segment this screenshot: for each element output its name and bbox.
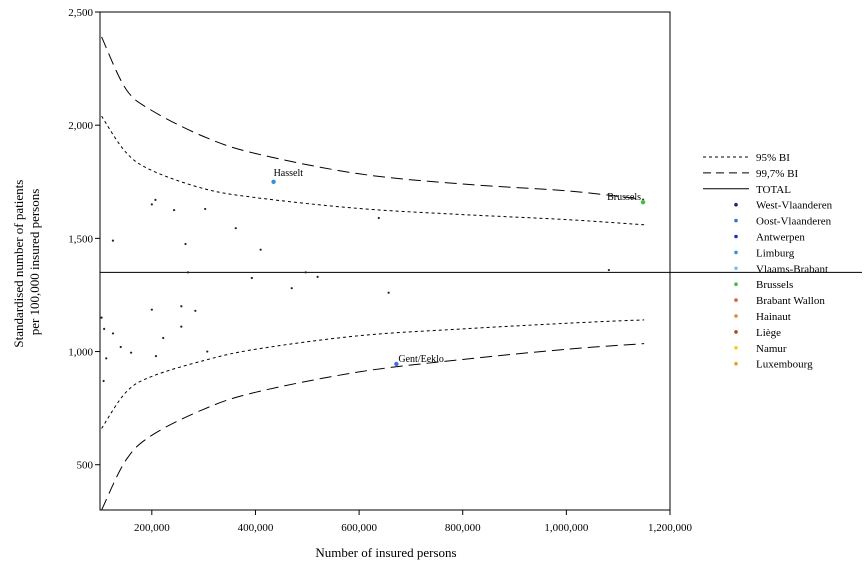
point-label: Hasselt xyxy=(274,168,304,179)
legend-dot-swatch xyxy=(734,250,738,255)
data-point xyxy=(387,291,390,294)
legend-label: Namur xyxy=(756,343,787,355)
data-point xyxy=(100,316,103,319)
data-point xyxy=(290,287,293,290)
y-tick-label: 2,500 xyxy=(68,7,93,19)
legend-dot-swatch xyxy=(734,330,738,334)
highlight-point xyxy=(394,361,399,367)
legend-label: 95% BI xyxy=(756,152,790,164)
legend-label: Liège xyxy=(756,327,781,339)
data-point xyxy=(154,354,158,358)
data-point xyxy=(180,305,183,308)
data-point xyxy=(259,248,262,251)
data-point xyxy=(111,239,115,242)
legend-label: TOTAL xyxy=(756,184,791,196)
y-axis-title-line-1: Standardised number of patients xyxy=(11,180,26,348)
plot-frame xyxy=(99,11,671,511)
point-labels: Hasselt Brussels Gent/Eeklo xyxy=(274,168,642,365)
data-point xyxy=(607,268,610,272)
data-point xyxy=(180,325,183,328)
data-point xyxy=(162,336,165,340)
x-tick-label: 1,000,000 xyxy=(544,522,589,534)
data-point xyxy=(119,345,122,349)
legend-label: 99,7% BI xyxy=(756,168,799,180)
data-point xyxy=(194,309,197,312)
data-point xyxy=(103,327,106,331)
legend-dot-swatch xyxy=(734,218,738,223)
data-points xyxy=(100,179,646,383)
y-tick-label: 500 xyxy=(77,460,94,472)
data-point xyxy=(377,216,380,220)
data-point xyxy=(105,357,108,360)
data-point xyxy=(250,276,253,280)
data-point xyxy=(206,350,209,353)
highlight-point xyxy=(271,179,276,184)
data-point xyxy=(234,227,237,230)
data-point xyxy=(111,332,115,335)
highlight-point xyxy=(640,199,646,205)
legend-label: Brussels xyxy=(756,279,793,291)
data-point xyxy=(150,308,153,311)
legend-dot-swatch xyxy=(734,314,738,318)
data-point xyxy=(154,198,157,201)
ci997-upper-curve xyxy=(101,36,645,200)
legend-dot-swatch xyxy=(734,234,738,239)
legend-label: Antwerpen xyxy=(756,232,805,244)
ci95-lower-curve xyxy=(101,319,645,429)
legend: 95% BI 99,7% BI TOTAL West-Vlaanderen Oost-V… xyxy=(703,152,833,371)
point-label: Brussels xyxy=(607,192,641,203)
y-tick-label: 1,000 xyxy=(68,347,93,359)
data-point xyxy=(204,207,207,211)
data-point xyxy=(184,242,187,246)
ci997-lower-curve xyxy=(101,343,645,511)
legend-label: Brabant Wallon xyxy=(756,295,825,307)
y-axis-title: Standardised number of patients per 100,… xyxy=(11,176,42,347)
ci95-upper-curve xyxy=(101,115,645,226)
x-tick-label: 400,000 xyxy=(238,522,274,534)
legend-label: Oost-Vlaanderen xyxy=(756,216,832,228)
x-tick-label: 200,000 xyxy=(134,522,170,534)
y-tick-label: 1,500 xyxy=(68,233,93,245)
data-point xyxy=(304,271,307,274)
data-point xyxy=(186,271,190,274)
legend-dot-swatch xyxy=(734,298,738,302)
data-point xyxy=(150,203,153,206)
legend-label: Vlaams-Brabant xyxy=(756,263,828,275)
data-point xyxy=(173,208,176,212)
x-axis-title: Number of insured persons xyxy=(315,545,456,560)
y-axis-title-line-2: per 100,000 insured persons xyxy=(27,189,42,336)
legend-dot-swatch xyxy=(734,346,738,350)
legend-label: West-Vlaanderen xyxy=(756,200,833,212)
x-tick-label: 600,000 xyxy=(341,522,377,534)
point-label: Gent/Eeklo xyxy=(398,354,444,365)
legend-label: Limburg xyxy=(756,247,795,259)
data-point xyxy=(129,351,133,354)
legend-dot-swatch xyxy=(734,282,738,287)
legend-dot-swatch xyxy=(734,361,738,366)
x-tick-label: 800,000 xyxy=(445,522,481,534)
data-point xyxy=(102,379,105,383)
axes: 500 1,000 1,500 2,000 2,500 200,000 400,000 600… xyxy=(68,7,862,534)
legend-label: Hainaut xyxy=(756,311,791,323)
legend-label: Luxembourg xyxy=(756,359,813,371)
x-tick-label: 1,200,000 xyxy=(648,522,693,534)
y-tick-label: 2,000 xyxy=(68,120,93,132)
data-point xyxy=(316,275,319,278)
legend-dot-swatch xyxy=(734,202,738,207)
legend-dot-swatch xyxy=(734,266,738,271)
confidence-curves xyxy=(101,36,645,511)
